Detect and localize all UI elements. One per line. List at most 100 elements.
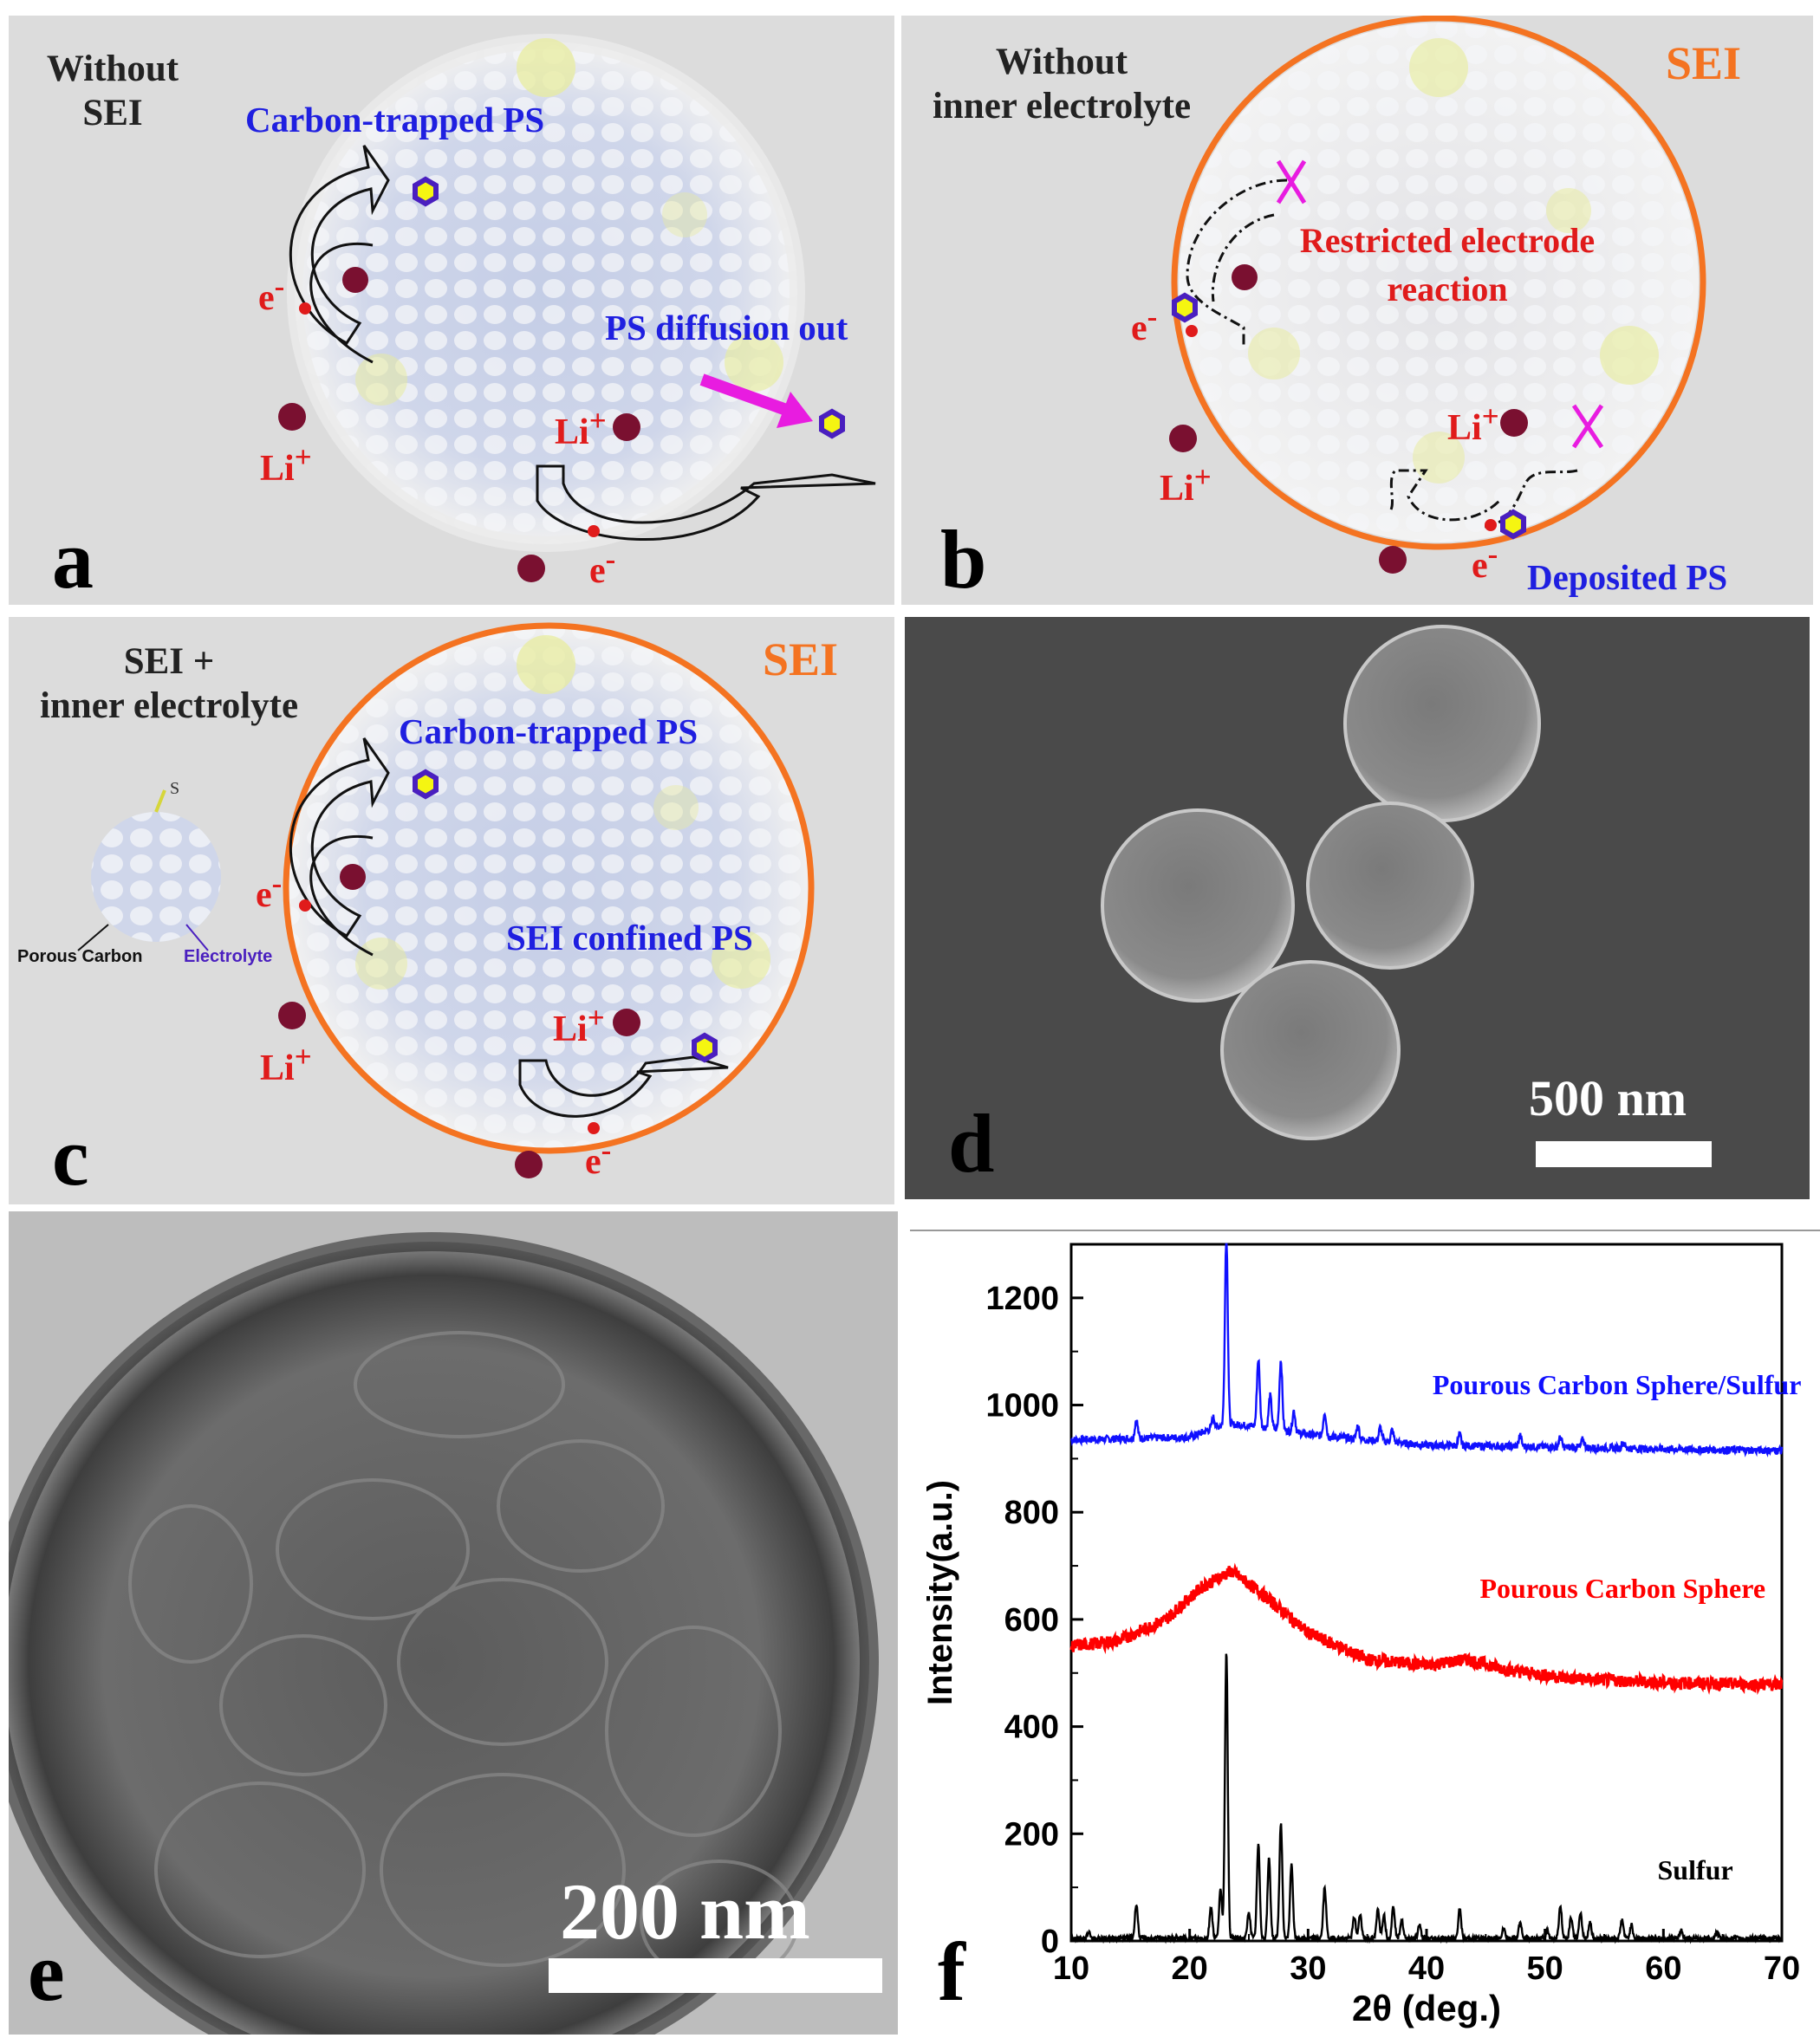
inset-sulfur-label: S <box>170 779 180 798</box>
tem-image <box>9 1211 898 2035</box>
scale-bar <box>549 1958 882 1993</box>
xrd-chart: 10 20 30 40 50 60 70 0 200 400 600 800 1000 1200 2θ (d… <box>910 1230 1820 2028</box>
lithium-ion <box>613 1009 640 1036</box>
panel-b-illustration <box>1169 16 1706 574</box>
y-tick-label: 400 <box>1004 1710 1059 1746</box>
inset-electrolyte-label: Electrolyte <box>184 947 273 966</box>
sem-image <box>1101 625 1712 1167</box>
panel-letter-a: a <box>52 513 94 605</box>
internal-pores <box>128 1331 799 1984</box>
electron <box>588 1122 600 1134</box>
polysulfide-hexagon <box>413 176 439 207</box>
x-tick-label: 20 <box>1172 1950 1208 1987</box>
porous-carbon-sphere <box>9 1242 869 2035</box>
carbon-sphere-particle <box>1343 625 1541 822</box>
inset-porous-carbon-label: Porous Carbon <box>17 947 143 966</box>
annotation-pcs-sulfur: Pourous Carbon Sphere/Sulfur <box>1433 1369 1802 1400</box>
lithium-ion <box>1232 264 1258 290</box>
electron-label: e- <box>585 1133 612 1182</box>
x-tick-label: 10 <box>1053 1950 1089 1987</box>
annotation-sulfur: Sulfur <box>1658 1854 1733 1885</box>
lithium-ion <box>340 864 366 890</box>
polysulfide-hexagon <box>1500 509 1526 540</box>
electron-label: e- <box>1131 300 1158 348</box>
lithium-ion <box>342 267 368 293</box>
lithium-ion <box>613 413 640 441</box>
x-tick-label: 60 <box>1645 1950 1681 1987</box>
curved-arrow <box>518 1055 729 1118</box>
lithium-ion <box>1169 425 1197 452</box>
x-axis-label: 2θ (deg.) <box>1352 1988 1501 2028</box>
sei-label: SEI <box>1666 37 1742 89</box>
carbon-trapped-label: Carbon-trapped PS <box>399 711 699 751</box>
polysulfide-hexagon <box>819 408 845 439</box>
panel-a-illustration <box>278 34 876 582</box>
restricted-reaction-label: Restricted electrode reaction <box>1299 221 1596 308</box>
electron <box>299 899 311 912</box>
lithium-ion <box>278 403 306 431</box>
panel-letter-b: b <box>940 513 987 605</box>
li-ion-label: Li+ <box>260 440 312 489</box>
series-line-2 <box>1069 1562 1784 1696</box>
lithium-ion <box>278 1002 306 1029</box>
sei-layer <box>283 622 815 1154</box>
annotation-pcs: Pourous Carbon Sphere <box>1480 1573 1766 1604</box>
electron-label: e- <box>258 269 285 318</box>
carbon-trapped-label: Carbon-trapped PS <box>245 100 545 140</box>
carbon-sphere-particle <box>1306 802 1474 970</box>
panel-d: 500 nm d <box>905 617 1810 1199</box>
carbon-sphere-particle <box>1220 960 1401 1140</box>
panel-c-illustration <box>77 622 815 1178</box>
li-ion-label: Li+ <box>555 404 607 452</box>
sei-confined-label: SEI confined PS <box>506 918 753 957</box>
series-line-1 <box>1070 1243 1784 1458</box>
panel-f: 10 20 30 40 50 60 70 0 200 400 600 800 1000 1200 2θ (d… <box>910 1211 1820 2038</box>
li-ion-label: Li+ <box>260 1040 312 1088</box>
lithium-ion <box>517 555 545 582</box>
lithium-ion <box>1379 546 1407 574</box>
sei-layer <box>1171 16 1706 550</box>
li-ion-label: Li+ <box>1447 399 1499 448</box>
y-tick-label: 0 <box>1041 1924 1059 1960</box>
panel-letter-f: f <box>938 1925 965 2018</box>
x-tick-label: 70 <box>1764 1950 1800 1987</box>
polysulfide-hexagon <box>413 769 439 800</box>
scale-bar-label: 500 nm <box>1529 1070 1687 1126</box>
y-tick-label: 600 <box>1004 1602 1059 1639</box>
panel-b: Without inner electrolyte SEI Restricted… <box>901 16 1813 605</box>
panel-letter-d: d <box>948 1097 995 1190</box>
x-tick-label: 30 <box>1290 1950 1326 1987</box>
electron-label: e- <box>589 542 616 591</box>
y-tick-label: 1200 <box>985 1281 1059 1317</box>
y-tick-label: 200 <box>1004 1816 1059 1853</box>
curved-arrow <box>289 737 390 938</box>
y-axis-label: Intensity(a.u.) <box>921 1480 959 1705</box>
lithium-ion <box>515 1151 543 1178</box>
panel-c-title: SEI + inner electrolyte <box>39 641 299 726</box>
li-ion-label: Li+ <box>553 1001 605 1049</box>
scale-bar <box>1536 1141 1712 1167</box>
diffusion-label: PS diffusion out <box>605 308 848 347</box>
panel-letter-c: c <box>52 1110 89 1203</box>
blocked-cross <box>1571 404 1604 449</box>
scale-bar-label: 200 nm <box>560 1867 810 1956</box>
carbon-sphere-particle <box>1101 808 1295 1003</box>
electron <box>1186 325 1198 337</box>
x-tick-label: 40 <box>1408 1950 1445 1987</box>
polysulfide-hexagon <box>1172 292 1198 323</box>
polysulfide-hexagon <box>692 1032 718 1063</box>
li-ion-label: Li+ <box>1160 460 1212 509</box>
electron-label: e- <box>256 866 283 915</box>
deposited-ps-label: Deposited PS <box>1527 557 1728 597</box>
blocked-cross <box>1276 159 1307 204</box>
lithium-ion <box>1500 409 1528 437</box>
panel-c: SEI + inner electrolyte SEI Carbon-trapp… <box>9 617 894 1204</box>
curved-arrow <box>289 145 390 345</box>
diffusion-arrow <box>777 392 813 428</box>
panel-b-title: Without inner electrolyte <box>932 42 1192 127</box>
x-tick-label: 50 <box>1527 1950 1563 1987</box>
panel-e: 200 nm e <box>9 1211 898 2035</box>
sei-label: SEI <box>763 633 839 685</box>
y-tick-label: 800 <box>1004 1495 1059 1531</box>
panel-a-title: Without SEI <box>46 49 179 133</box>
